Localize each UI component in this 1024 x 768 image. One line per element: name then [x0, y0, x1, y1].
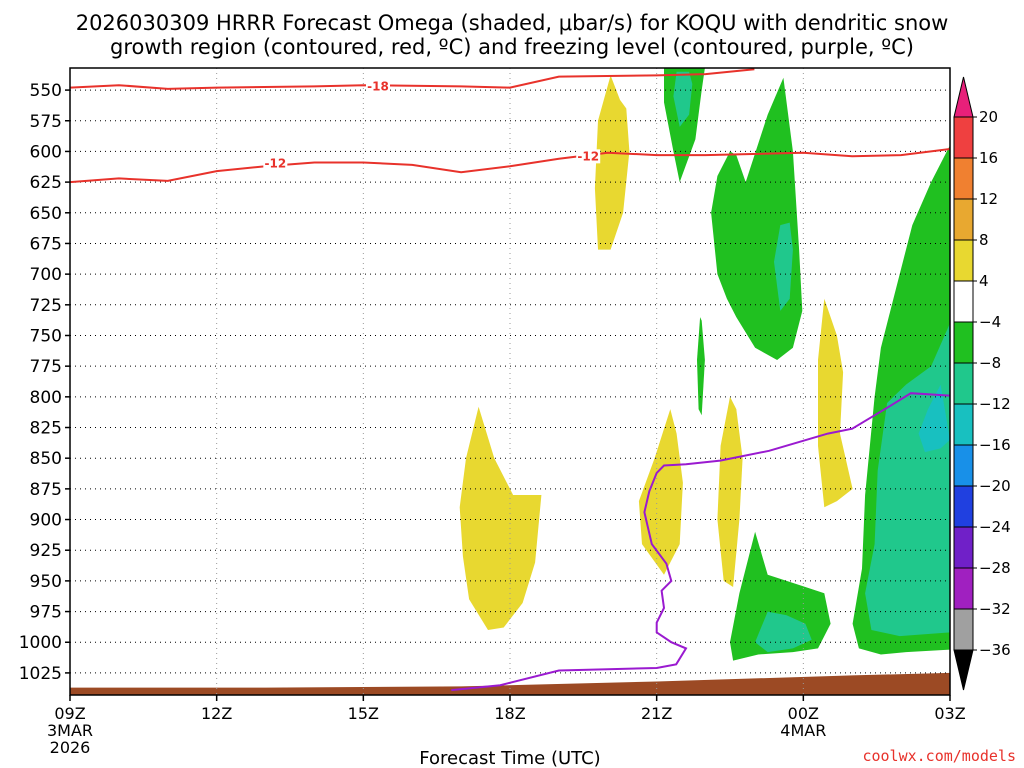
contour-line-2	[451, 392, 950, 692]
chart-title-line-2: growth region (contoured, red, ºC) and f…	[110, 35, 914, 59]
y-tick-label: 925	[30, 541, 62, 561]
y-tick-label: 900	[30, 511, 62, 531]
x-tick-label: 15Z	[348, 704, 379, 723]
colorbar-label: −12	[979, 395, 1011, 413]
credit-text: coolwx.com/models	[862, 747, 1016, 765]
colorbar-swatch	[953, 403, 974, 446]
pressure-axis: 550 575 600 625 650 675 700 725 750 775 800 825 850 8…	[19, 81, 70, 684]
contour-label-bg	[576, 149, 601, 164]
y-tick-label: 975	[30, 603, 62, 623]
colorbar-swatch	[953, 444, 974, 487]
colorbar-swatch	[953, 567, 974, 610]
y-tick-label: 850	[30, 449, 62, 469]
colorbar-label: 16	[979, 149, 998, 167]
y-tick-label: 800	[30, 388, 62, 408]
omega-region-3	[717, 396, 743, 587]
omega-region-0	[594, 75, 630, 250]
y-tick-label: 1025	[19, 664, 62, 684]
contour-lines	[70, 68, 950, 692]
x-tick-label: 18Z	[494, 704, 525, 723]
colorbar-label: −4	[979, 313, 1001, 331]
contour-label-bg	[263, 156, 288, 171]
colorbar-label: −20	[979, 477, 1011, 495]
colorbar-label: −16	[979, 436, 1011, 454]
colorbar-swatch	[953, 280, 974, 323]
colorbar-label: −8	[979, 354, 1001, 372]
contour-label: -18	[367, 79, 389, 93]
y-tick-label: 650	[30, 204, 62, 224]
x-tick-label: 09Z	[54, 704, 85, 723]
colorbar-swatch	[953, 198, 974, 241]
chart-title-line-1: 2026030309 HRRR Forecast Omega (shaded, …	[76, 11, 949, 35]
colorbar-label: 20	[979, 108, 998, 126]
colorbar-swatch	[953, 362, 974, 405]
y-tick-label: 775	[30, 357, 62, 377]
colorbar-swatch	[953, 239, 974, 282]
colorbar-label: −32	[979, 600, 1011, 618]
x-tick-date: 3MAR	[47, 721, 93, 740]
colorbar-top-arrow	[953, 76, 974, 118]
x-tick-year: 2026	[50, 738, 91, 757]
colorbar-swatch	[953, 608, 974, 651]
y-tick-label: 675	[30, 234, 62, 254]
colorbar-swatch	[953, 526, 974, 569]
terrain-fill	[70, 672, 950, 695]
colorbar: 20 16 12 8 4 −4 −8 −12 −16 −20 −24 −28 −32 −36	[953, 76, 1011, 691]
x-axis-label: Forecast Time (UTC)	[419, 748, 600, 768]
colorbar-label: 12	[979, 190, 998, 208]
omega-region-12	[755, 611, 812, 653]
omega-region-4	[818, 298, 853, 508]
colorbar-label: 8	[979, 231, 989, 249]
x-tick-date: 4MAR	[780, 721, 826, 740]
contour-label: -12	[577, 149, 599, 163]
gridlines	[70, 68, 950, 695]
y-tick-label: 750	[30, 326, 62, 346]
y-tick-label: 700	[30, 265, 62, 285]
contour-line-0	[70, 68, 755, 90]
colorbar-label: −36	[979, 641, 1011, 659]
colorbar-label: −24	[979, 518, 1011, 536]
y-tick-label: 875	[30, 480, 62, 500]
y-tick-label: 1000	[19, 633, 62, 653]
colorbar-swatch	[953, 157, 974, 200]
y-tick-label: 575	[30, 112, 62, 132]
y-tick-label: 600	[30, 142, 62, 162]
y-tick-label: 725	[30, 296, 62, 316]
omega-region-14	[918, 384, 950, 453]
x-tick-label: 03Z	[934, 704, 965, 723]
y-tick-label: 950	[30, 572, 62, 592]
omega-region-10	[673, 71, 693, 127]
colorbar-label: 4	[979, 272, 989, 290]
y-tick-label: 550	[30, 81, 62, 101]
omega-shading	[70, 68, 950, 695]
omega-region-13	[865, 323, 950, 637]
colorbar-swatch	[953, 116, 974, 159]
x-tick-label: 12Z	[201, 704, 232, 723]
contour-label-bg	[366, 79, 390, 94]
omega-region-1	[459, 406, 542, 630]
colorbar-swatch	[953, 321, 974, 364]
colorbar-label: −28	[979, 559, 1011, 577]
omega-region-11	[774, 222, 793, 311]
y-tick-label: 625	[30, 173, 62, 193]
contour-line-1	[70, 148, 950, 184]
contour-label: -12	[264, 157, 286, 171]
x-tick-label: 00Z	[788, 704, 819, 723]
colorbar-bottom-arrow	[953, 649, 974, 691]
colorbar-swatch	[953, 485, 974, 528]
x-tick-label: 21Z	[641, 704, 672, 723]
y-tick-label: 825	[30, 419, 62, 439]
plot-area	[70, 68, 950, 695]
